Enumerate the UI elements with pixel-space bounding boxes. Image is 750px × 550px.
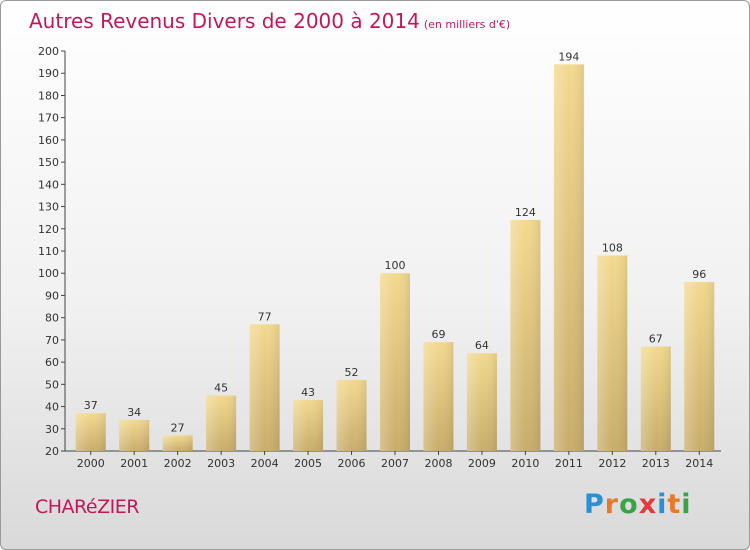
x-tick-label: 2009 <box>468 457 496 470</box>
x-tick-label: 2003 <box>207 457 235 470</box>
y-tick-label: 110 <box>38 245 59 258</box>
bar-shine <box>249 324 280 451</box>
bar-shine <box>553 64 584 452</box>
bar-shine <box>684 282 715 451</box>
x-tick-label: 2013 <box>642 457 670 470</box>
logo-letter: P <box>584 489 605 520</box>
logo-letter: i <box>657 489 668 520</box>
x-tick-label: 2007 <box>381 457 409 470</box>
logo-letter: r <box>604 489 620 520</box>
y-tick-label: 160 <box>38 134 59 147</box>
logo-letter: i <box>681 489 692 520</box>
y-tick-label: 80 <box>45 312 59 325</box>
logo-letter: x <box>638 489 658 520</box>
bar-shine <box>336 379 367 451</box>
y-tick-label: 170 <box>38 112 59 125</box>
bar-shine <box>293 399 324 451</box>
x-tick-label: 2001 <box>120 457 148 470</box>
y-tick-label: 100 <box>38 267 59 280</box>
y-tick-label: 130 <box>38 201 59 214</box>
data-label: 96 <box>692 268 706 281</box>
data-label: 34 <box>127 406 141 419</box>
bar-shine <box>640 346 671 451</box>
data-label: 67 <box>649 333 663 346</box>
data-label: 77 <box>258 310 272 323</box>
chart-subtitle: (en milliers d'€) <box>423 18 511 31</box>
data-label: 124 <box>515 206 536 219</box>
bar-shine <box>119 419 150 451</box>
x-tick-label: 2010 <box>511 457 539 470</box>
data-label: 108 <box>602 241 623 254</box>
bar-shine <box>206 395 237 451</box>
bar-shine <box>380 273 410 451</box>
logo-letter: t <box>667 489 682 520</box>
bar-shine <box>597 255 628 451</box>
chart-title: Autres Revenus Divers de 2000 à 2014 (en … <box>29 9 511 33</box>
x-tick-label: 2004 <box>251 457 279 470</box>
x-tick-label: 2011 <box>555 457 583 470</box>
x-tick-label: 2002 <box>164 457 192 470</box>
x-tick-label: 2005 <box>294 457 322 470</box>
y-tick-label: 60 <box>45 356 59 369</box>
x-tick-label: 2012 <box>598 457 626 470</box>
data-label: 100 <box>385 259 406 272</box>
y-tick-label: 50 <box>45 378 59 391</box>
y-tick-label: 40 <box>45 401 59 414</box>
data-label: 69 <box>431 328 445 341</box>
x-tick-label: 2006 <box>338 457 366 470</box>
x-tick-label: 2008 <box>424 457 452 470</box>
y-tick-label: 190 <box>38 67 59 80</box>
proxiti-logo: Proxiti <box>584 489 692 520</box>
y-tick-label: 120 <box>38 223 59 236</box>
y-tick-label: 30 <box>45 423 59 436</box>
y-tick-label: 150 <box>38 156 59 169</box>
x-tick-label: 2000 <box>77 457 105 470</box>
data-label: 27 <box>171 421 185 434</box>
bar-shine <box>162 435 193 451</box>
logo-letter: o <box>619 489 639 520</box>
data-label: 194 <box>558 50 579 63</box>
data-label: 45 <box>214 381 228 394</box>
y-tick-label: 140 <box>38 178 59 191</box>
data-label: 37 <box>84 399 98 412</box>
bar-shine <box>466 353 497 451</box>
data-label: 64 <box>475 339 489 352</box>
bar-shine <box>423 342 454 451</box>
data-label: 43 <box>301 386 315 399</box>
data-label: 52 <box>345 366 359 379</box>
place-name: CHARéZIER <box>35 496 139 518</box>
y-tick-label: 180 <box>38 89 59 102</box>
bar-shine <box>75 413 106 451</box>
bar-shine <box>510 219 541 451</box>
y-tick-label: 20 <box>45 445 59 458</box>
y-tick-label: 70 <box>45 334 59 347</box>
y-tick-label: 200 <box>38 45 59 58</box>
x-tick-label: 2014 <box>685 457 713 470</box>
y-tick-label: 90 <box>45 289 59 302</box>
